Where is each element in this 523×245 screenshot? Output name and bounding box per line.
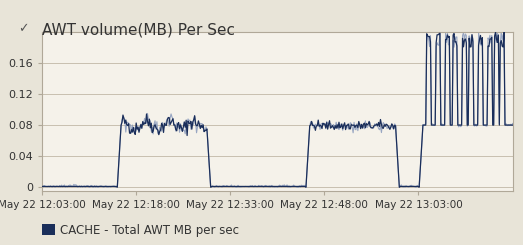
Text: AWT volume(MB) Per Sec: AWT volume(MB) Per Sec: [42, 22, 235, 37]
Text: ✓: ✓: [18, 22, 29, 35]
Text: CACHE - Total AWT MB per sec: CACHE - Total AWT MB per sec: [60, 224, 239, 237]
